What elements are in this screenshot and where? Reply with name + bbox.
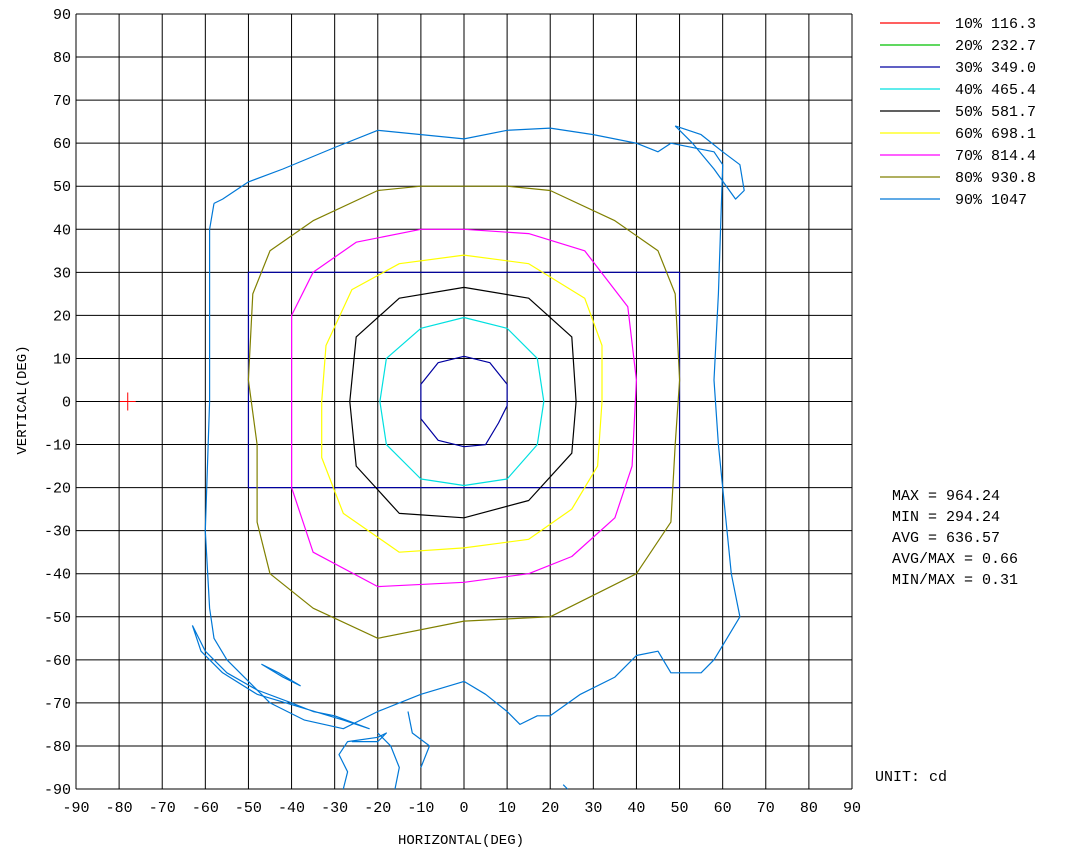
x-tick-label: 70 [757,800,775,817]
x-tick-label: -50 [235,800,262,817]
contour-90pct [338,732,387,790]
contour-60pct [321,254,603,553]
legend: 10% 116.3 20% 232.7 30% 349.0 40% 465.4 50% … [880,16,1036,209]
stat-line: AVG = 636.57 [892,530,1000,547]
contour-90pct [377,732,400,790]
contour-80pct [247,185,681,639]
x-tick-label: -10 [407,800,434,817]
y-tick-label: -90 [44,782,71,799]
x-tick-label: 10 [498,800,516,817]
x-tick-label: -30 [321,800,348,817]
contour-90pct [204,127,741,730]
x-axis-title: HORIZONTAL(DEG) [398,833,524,849]
legend-label: 70% 814.4 [955,148,1036,165]
contour-40pct [379,316,545,487]
contour-90pct [562,784,568,790]
y-tick-label: -60 [44,653,71,670]
y-tick-label: 90 [53,7,71,24]
unit-label: UNIT: cd [875,769,947,786]
x-tick-label: -40 [278,800,305,817]
stat-line: MAX = 964.24 [892,488,1000,505]
x-tick-label: -80 [106,800,133,817]
stats-block: MAX = 964.24 MIN = 294.24 AVG = 636.57 AVG/… [892,488,1018,589]
y-tick-label: 0 [62,395,71,412]
x-tick-label: 40 [627,800,645,817]
x-tick-label: 90 [843,800,861,817]
contour-90pct [261,663,301,687]
y-tick-label: 60 [53,136,71,153]
chart-grid [75,13,853,790]
x-tick-label: 20 [541,800,559,817]
y-tick-label: -20 [44,481,71,498]
tick-labels: -90 -80 -70 -60 -50 -40 -30 -20 -10 0 10 20 30 40 50 60… [44,7,861,817]
y-tick-label: -80 [44,739,71,756]
y-tick-label: 40 [53,222,71,239]
contour-lines [191,125,745,790]
legend-label: 90% 1047 [955,192,1027,209]
y-tick-label: 80 [53,50,71,67]
x-tick-label: 30 [584,800,602,817]
legend-label: 10% 116.3 [955,16,1036,33]
legend-label: 20% 232.7 [955,38,1036,55]
y-tick-label: -40 [44,567,71,584]
y-tick-label: -30 [44,524,71,541]
y-tick-label: 10 [53,351,71,368]
contour-90pct [191,625,370,730]
y-axis-title: VERTICAL(DEG) [15,345,31,454]
x-tick-label: 0 [459,800,468,817]
legend-label: 40% 465.4 [955,82,1036,99]
stat-line: MIN/MAX = 0.31 [892,572,1018,589]
legend-label: 60% 698.1 [955,126,1036,143]
x-tick-label: -70 [149,800,176,817]
contour-30pct [420,355,508,448]
center-marker [119,392,136,411]
x-tick-label: 80 [800,800,818,817]
contour-90pct [674,125,745,200]
legend-label: 30% 349.0 [955,60,1036,77]
x-tick-label: -20 [364,800,391,817]
y-tick-label: 50 [53,179,71,196]
stat-line: MIN = 294.24 [892,509,1000,526]
y-tick-label: -10 [44,438,71,455]
stat-line: AVG/MAX = 0.66 [892,551,1018,568]
legend-label: 80% 930.8 [955,170,1036,187]
y-tick-label: -70 [44,696,71,713]
contour-70pct [291,228,637,588]
contour-90pct [407,711,431,768]
contour-50pct [349,286,577,519]
y-tick-label: 70 [53,93,71,110]
legend-label: 50% 581.7 [955,104,1036,121]
x-tick-label: -90 [62,800,89,817]
y-tick-label: 20 [53,308,71,325]
x-tick-label: -60 [192,800,219,817]
x-tick-label: 50 [671,800,689,817]
y-tick-label: 30 [53,265,71,282]
y-tick-label: -50 [44,610,71,627]
x-tick-label: 60 [714,800,732,817]
